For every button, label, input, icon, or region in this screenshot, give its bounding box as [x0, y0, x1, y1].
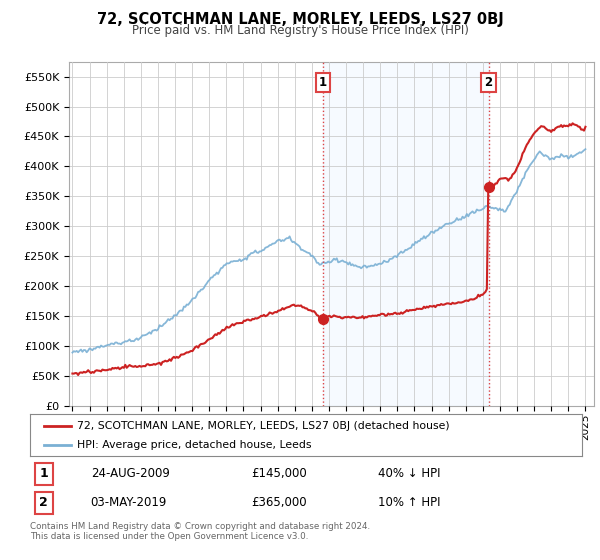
Text: 2: 2 — [485, 76, 493, 89]
Text: 72, SCOTCHMAN LANE, MORLEY, LEEDS, LS27 0BJ: 72, SCOTCHMAN LANE, MORLEY, LEEDS, LS27 … — [97, 12, 503, 27]
Text: 03-MAY-2019: 03-MAY-2019 — [91, 496, 167, 510]
Text: Contains HM Land Registry data © Crown copyright and database right 2024.
This d: Contains HM Land Registry data © Crown c… — [30, 522, 370, 542]
Text: 10% ↑ HPI: 10% ↑ HPI — [378, 496, 440, 510]
Text: 72, SCOTCHMAN LANE, MORLEY, LEEDS, LS27 0BJ (detached house): 72, SCOTCHMAN LANE, MORLEY, LEEDS, LS27 … — [77, 421, 449, 431]
Text: 24-AUG-2009: 24-AUG-2009 — [91, 468, 170, 480]
Text: £145,000: £145,000 — [251, 468, 307, 480]
Text: HPI: Average price, detached house, Leeds: HPI: Average price, detached house, Leed… — [77, 440, 311, 450]
Text: £365,000: £365,000 — [251, 496, 307, 510]
Text: Price paid vs. HM Land Registry's House Price Index (HPI): Price paid vs. HM Land Registry's House … — [131, 24, 469, 37]
Text: 1: 1 — [319, 76, 327, 89]
Text: 2: 2 — [40, 496, 48, 510]
Text: 1: 1 — [40, 468, 48, 480]
Bar — [323, 62, 488, 406]
Text: 40% ↓ HPI: 40% ↓ HPI — [378, 468, 440, 480]
